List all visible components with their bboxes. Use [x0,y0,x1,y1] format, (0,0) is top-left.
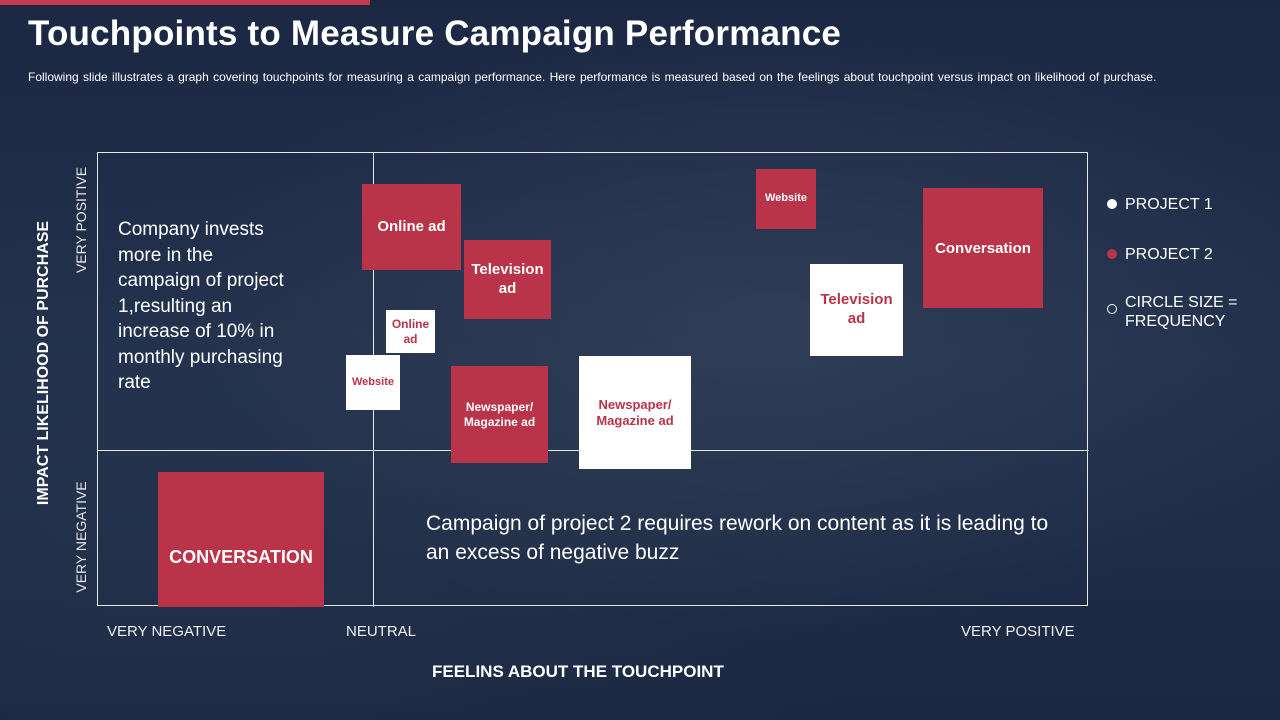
legend-circle-size-label: CIRCLE SIZE = FREQUENCY [1125,294,1238,330]
accent-bar [0,0,370,5]
y-axis-title: IMPACT LIKELIHOOD OF PURCHASE [35,220,52,506]
touchpoint-television-ad-project2: Television ad [464,240,551,319]
y-axis-bottom-label: VERY NEGATIVE [73,481,89,593]
touchpoint-newspaper-project1: Newspaper/ Magazine ad [579,356,691,469]
legend-project1-label: PROJECT 1 [1125,196,1213,213]
touchpoint-newspaper-project2: Newspaper/ Magazine ad [451,366,548,463]
touchpoint-website-project1: Website [346,355,400,410]
project1-note: Company invests more in the campaign of … [118,219,284,393]
touchpoint-conversation-project2: Conversation [923,188,1043,308]
page-subtitle: Following slide illustrates a graph cove… [28,70,1157,84]
x-axis-title: FEELINS ABOUT THE TOUCHPOINT [432,662,724,681]
touchpoint-television-ad-project1: Television ad [810,264,903,356]
x-axis-right-label: VERY POSITIVE [961,623,1075,640]
page-title: Touchpoints to Measure Campaign Performa… [28,14,842,53]
legend-project2-label: PROJECT 2 [1125,246,1213,263]
touchpoint-website-project2: Website [756,169,816,229]
project2-note: Campaign of project 2 requires rework on… [426,512,1049,564]
legend-project1: PROJECT 1 [1107,195,1213,214]
matrix-frame [97,152,1088,606]
y-axis-top-label: VERY POSITIVE [73,166,89,274]
touchpoint-online-ad-project2: Online ad [362,184,461,270]
hollow-circle-icon [1107,304,1117,314]
x-axis-mid-label: NEUTRAL [346,623,417,640]
legend-circle-size: CIRCLE SIZE = FREQUENCY [1107,293,1257,331]
red-dot-icon [1107,249,1117,259]
x-axis-left-label: VERY NEGATIVE [107,623,227,640]
touchpoint-conversation-negative-project2: CONVERSATION [158,472,324,607]
touchpoint-online-ad-project1: Online ad [386,310,435,353]
legend-project2: PROJECT 2 [1107,245,1213,264]
white-dot-icon [1107,199,1117,209]
